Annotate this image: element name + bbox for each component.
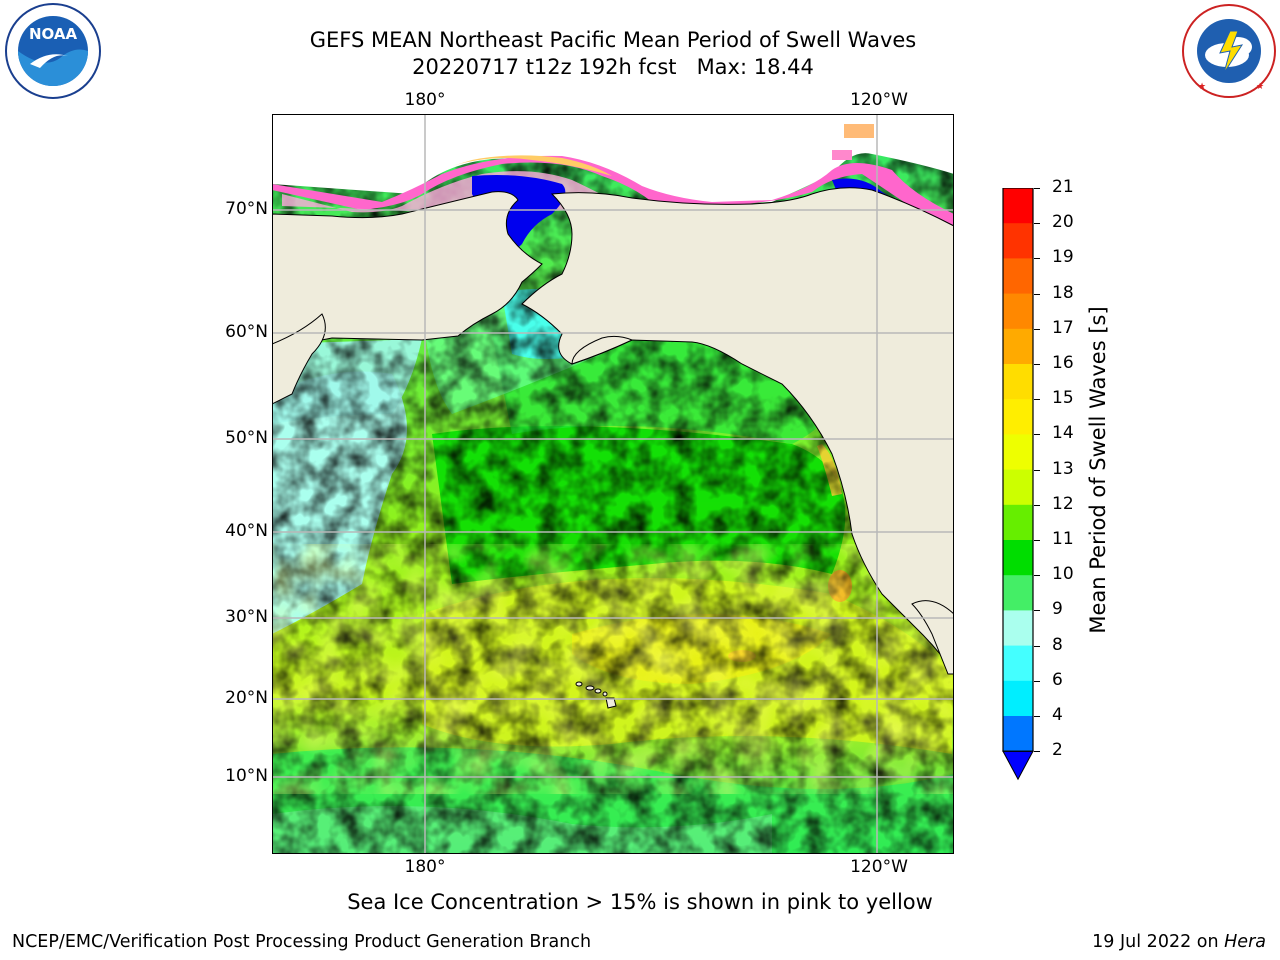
colorbar-segment bbox=[1003, 434, 1033, 471]
graticule bbox=[272, 114, 954, 854]
colorbar-tick-mark bbox=[1034, 399, 1040, 401]
colorbar-tick-label: 4 bbox=[1052, 705, 1063, 725]
svg-text:★: ★ bbox=[1256, 82, 1264, 92]
colorbar-tick-mark bbox=[1034, 540, 1040, 541]
nws-logo: ★ ★ bbox=[1180, 3, 1278, 99]
colorbar-segment bbox=[1003, 645, 1033, 682]
land-alaska-peninsula bbox=[571, 335, 634, 365]
footer-date: 19 Jul 2022 on Hera bbox=[1092, 932, 1266, 952]
lon-label-top-120w: 120°W bbox=[850, 90, 908, 110]
lat-label-60n: 60°N bbox=[225, 322, 268, 342]
colorbar-tick-mark bbox=[1034, 610, 1040, 612]
colorbar-segment bbox=[1003, 540, 1033, 576]
colorbar-tick-mark bbox=[1034, 223, 1040, 225]
colorbar-segment bbox=[1003, 293, 1033, 330]
footer-date-text: 19 Jul 2022 on bbox=[1092, 932, 1225, 952]
colorbar-tick-mark bbox=[1034, 680, 1040, 682]
footer-branch: NCEP/EMC/Verification Post Processing Pr… bbox=[12, 932, 592, 952]
chart-subtitle: 20220717 t12z 192h fcst Max: 18.44 bbox=[412, 55, 814, 79]
colorbar-tick-mark bbox=[1034, 328, 1040, 330]
lat-label-30n: 30°N bbox=[225, 607, 268, 627]
colorbar-tick-label: 14 bbox=[1052, 423, 1074, 444]
noaa-logo-text: NOAA bbox=[29, 25, 78, 43]
land-siberia bbox=[272, 191, 543, 345]
colorbar-tick-mark bbox=[1034, 434, 1040, 436]
colorbar-tick-label: 2 bbox=[1052, 740, 1063, 761]
colorbar-segment bbox=[1003, 188, 1033, 224]
sea-ice-patch-nw bbox=[844, 124, 874, 138]
land-kamchatka bbox=[272, 313, 326, 405]
colorbar-tick-label: 8 bbox=[1052, 634, 1063, 655]
colorbar-segment bbox=[1003, 504, 1033, 541]
colorbar-segment bbox=[1003, 223, 1033, 259]
land-north-america bbox=[521, 187, 954, 854]
colorbar-tick-mark bbox=[1034, 364, 1040, 365]
colorbar-tick-mark bbox=[1034, 751, 1040, 753]
colorbar-extend-triangle bbox=[1002, 750, 1034, 781]
lon-label-top-180: 180° bbox=[404, 90, 446, 110]
colorbar-tick-label: 13 bbox=[1052, 458, 1074, 479]
lat-label-10n: 10°N bbox=[225, 766, 268, 786]
colorbar-tick-label: 15 bbox=[1052, 388, 1074, 409]
arctic-white bbox=[272, 114, 954, 203]
colorbar-tick-label: 6 bbox=[1052, 669, 1063, 690]
colorbar-tick-mark bbox=[1034, 469, 1040, 471]
lon-label-bottom-180: 180° bbox=[404, 857, 446, 877]
map-svg bbox=[272, 114, 954, 854]
colorbar-outline bbox=[1002, 187, 1034, 752]
colorbar-label: Mean Period of Swell Waves [s] bbox=[1086, 306, 1110, 634]
colorbar-segment bbox=[1003, 575, 1033, 611]
colorbar-tick-label: 17 bbox=[1052, 317, 1074, 338]
colorbar-tick-label: 10 bbox=[1052, 564, 1074, 585]
colorbar-tick-mark bbox=[1034, 258, 1040, 260]
lat-label-50n: 50°N bbox=[225, 428, 268, 448]
colorbar-tick-mark bbox=[1034, 645, 1040, 647]
colorbar-tick-mark bbox=[1034, 504, 1040, 506]
colorbar-segment bbox=[1003, 716, 1033, 752]
colorbar-tick-label: 20 bbox=[1052, 212, 1074, 233]
colorbar-segment bbox=[1003, 680, 1033, 717]
sea-ice-patch-ne bbox=[832, 150, 852, 160]
colorbar-segment bbox=[1003, 328, 1033, 365]
colorbar-tick-label: 12 bbox=[1052, 493, 1074, 514]
texture-light bbox=[272, 544, 954, 794]
colorbar-segment bbox=[1003, 469, 1033, 506]
colorbar-tick-label: 16 bbox=[1052, 353, 1074, 373]
svg-text:★: ★ bbox=[1198, 82, 1206, 92]
colorbar-segment bbox=[1003, 399, 1033, 435]
map-frame bbox=[272, 114, 954, 854]
sea-ice-note: Sea Ice Concentration > 15% is shown in … bbox=[347, 890, 933, 914]
colorbar-tick-label: 9 bbox=[1052, 599, 1063, 620]
colorbar-tick-mark bbox=[1034, 188, 1040, 189]
colorbar bbox=[1002, 187, 1036, 784]
colorbar-tick-mark bbox=[1034, 293, 1040, 295]
lat-label-40n: 40°N bbox=[225, 521, 268, 541]
colorbar-segment bbox=[1003, 258, 1033, 295]
colorbar-tick-label: 11 bbox=[1052, 529, 1074, 549]
colorbar-tick-label: 19 bbox=[1052, 247, 1074, 268]
lat-label-20n: 20°N bbox=[225, 688, 268, 708]
hawaii-islands bbox=[575, 681, 617, 709]
colorbar-tick-label: 21 bbox=[1052, 177, 1074, 197]
colorbar-tick-label: 18 bbox=[1052, 282, 1074, 303]
lat-label-70n: 70°N bbox=[225, 199, 268, 219]
footer-host: Hera bbox=[1224, 932, 1266, 952]
lon-label-bottom-120w: 120°W bbox=[850, 857, 908, 877]
chart-title: GEFS MEAN Northeast Pacific Mean Period … bbox=[309, 28, 917, 52]
colorbar-segment bbox=[1003, 610, 1033, 647]
noaa-logo: NOAA bbox=[4, 2, 102, 100]
sea-ice-pink bbox=[272, 155, 954, 232]
map-plot bbox=[272, 114, 954, 854]
sea-ice-yellow bbox=[452, 155, 612, 176]
colorbar-svg bbox=[1002, 187, 1034, 781]
colorbar-tick-mark bbox=[1034, 575, 1040, 577]
colorbar-segment bbox=[1003, 364, 1033, 400]
colorbar-tick-mark bbox=[1034, 716, 1040, 717]
